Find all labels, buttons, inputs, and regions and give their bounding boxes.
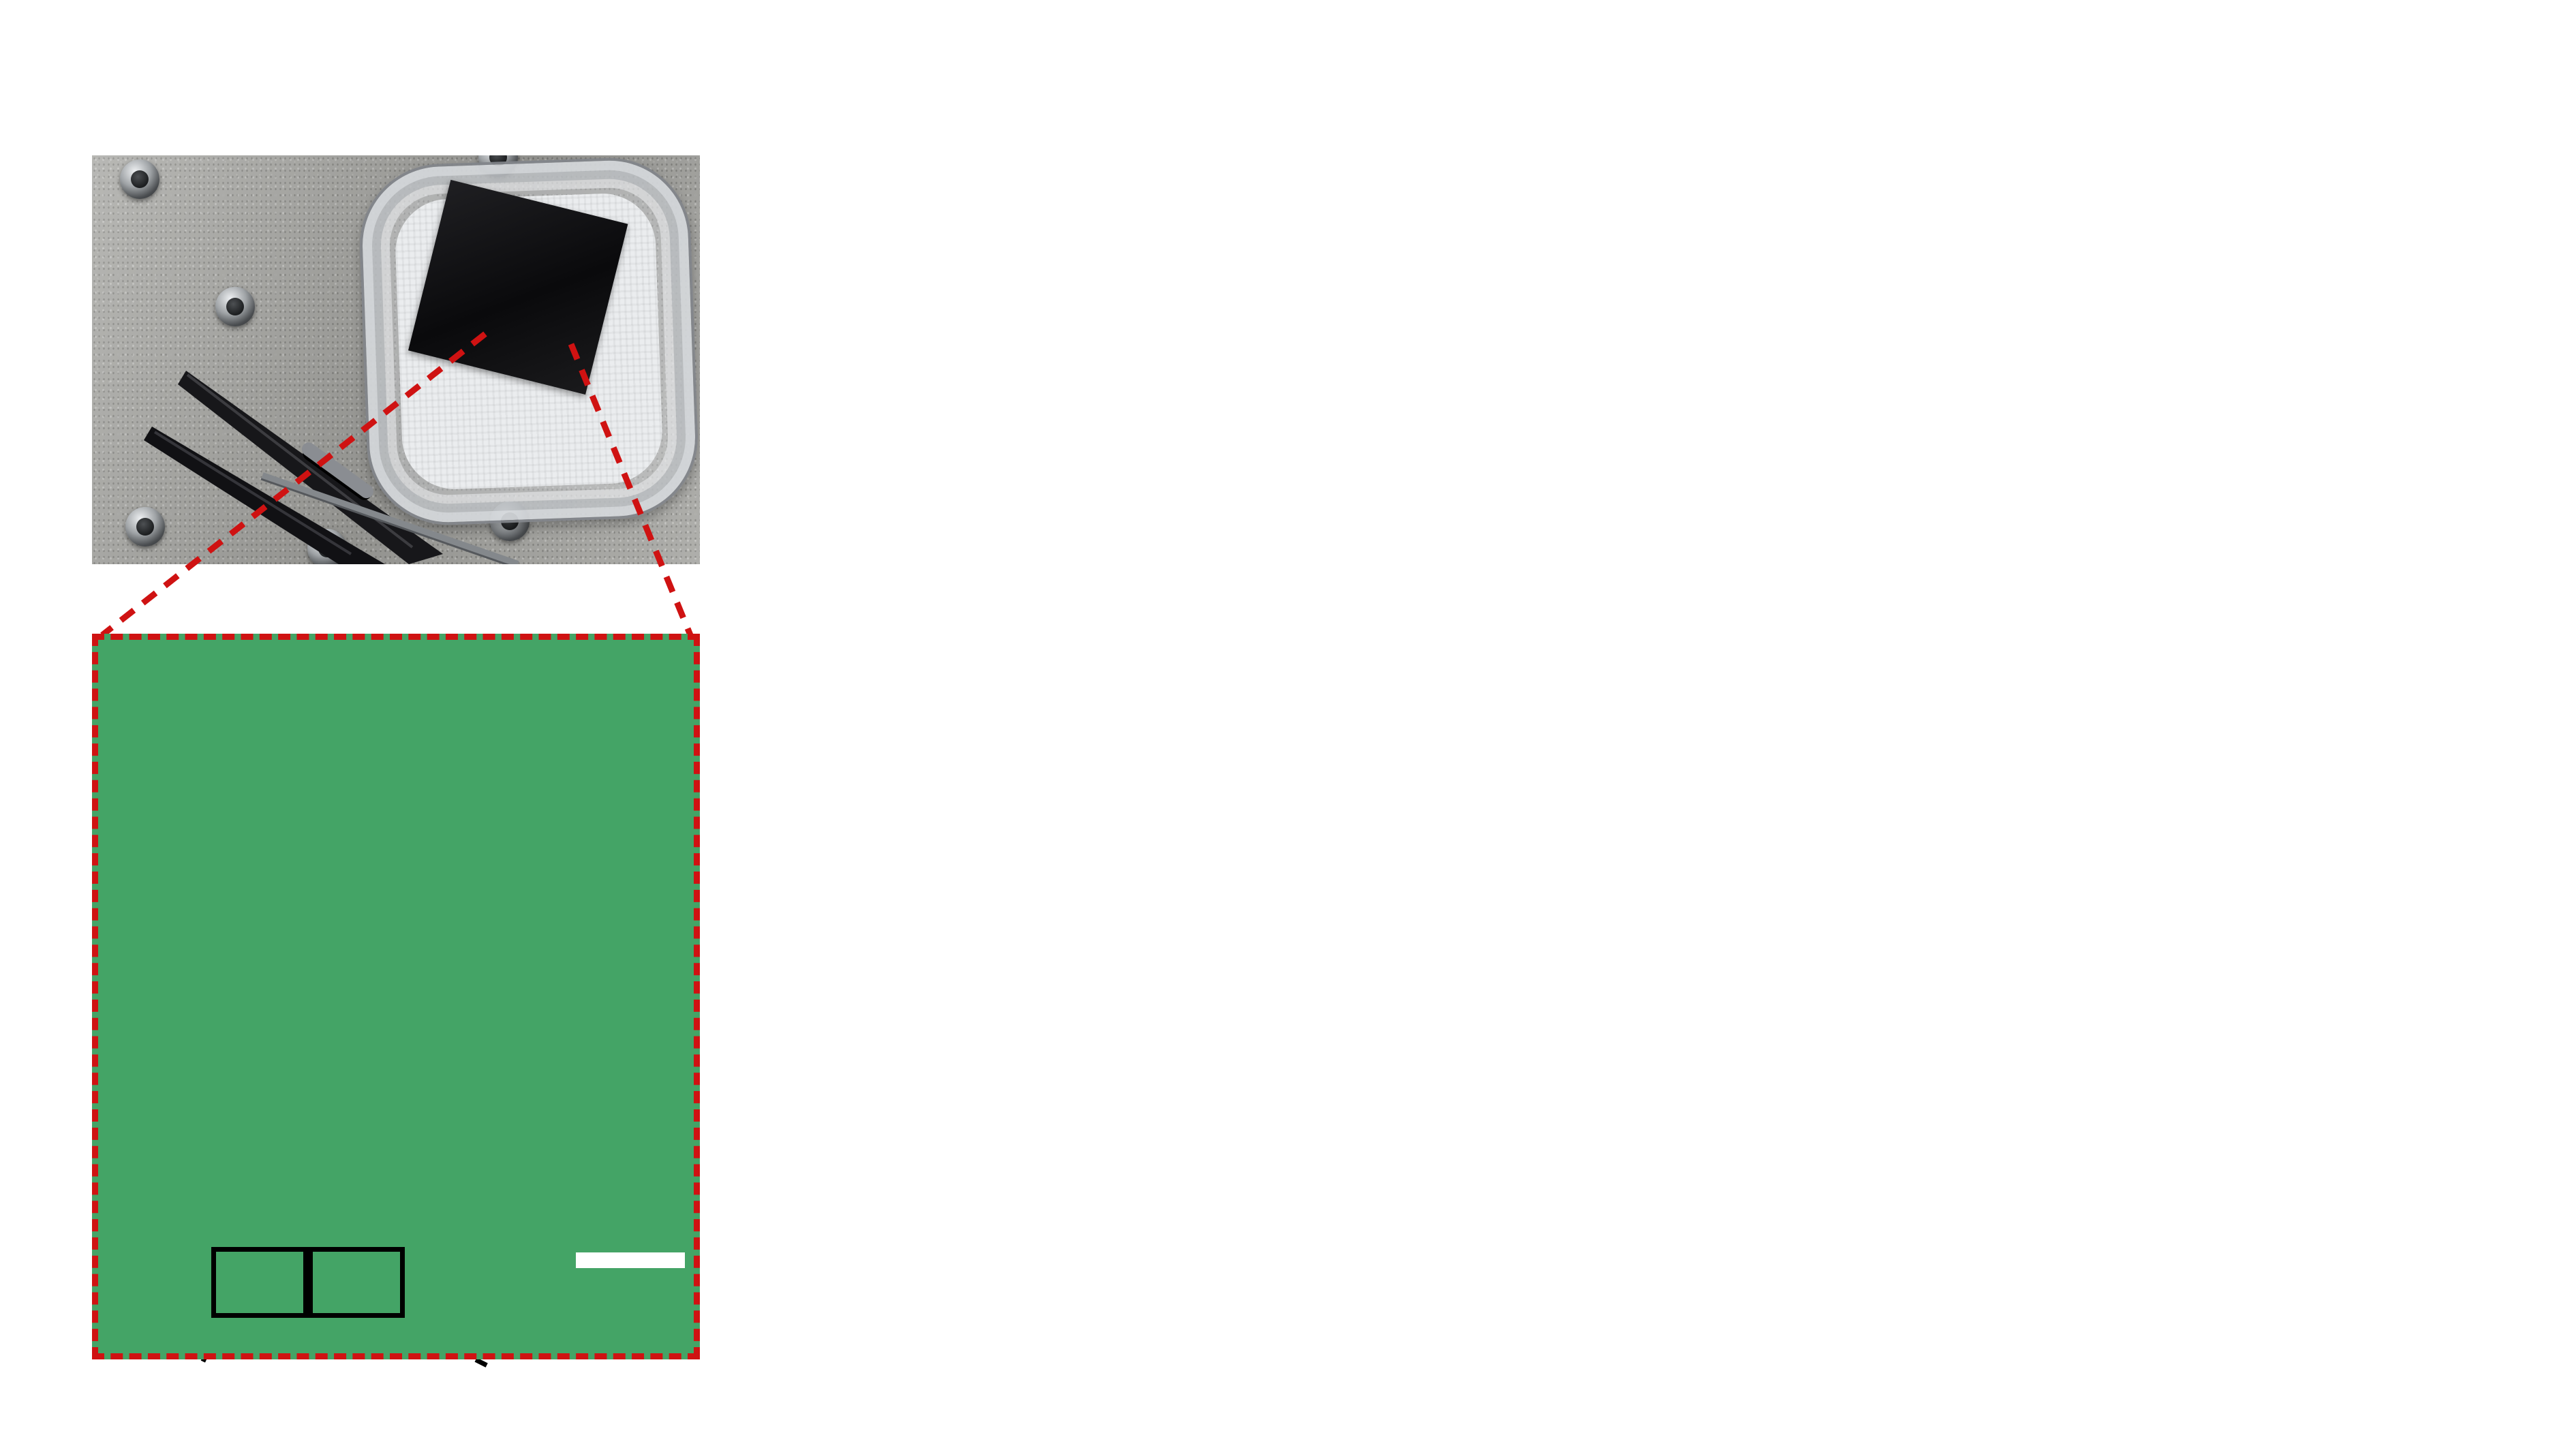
microscope-inset — [92, 634, 700, 1359]
panel-b-spectra — [736, 14, 1649, 715]
screw-hole — [215, 287, 255, 326]
panel-c-spectra — [1663, 14, 2576, 715]
bandpass-roi-box — [303, 1247, 405, 1318]
screw-hole — [120, 159, 159, 199]
screw-hole — [490, 502, 530, 541]
panel-e-boxplot — [1636, 736, 2576, 1433]
hyperpixel-roi-box — [211, 1247, 313, 1318]
photo-optical-table — [92, 155, 700, 564]
tweezers-layer — [144, 371, 519, 564]
panel-d-histogram — [736, 736, 1622, 1433]
scale-bar — [576, 1252, 685, 1268]
